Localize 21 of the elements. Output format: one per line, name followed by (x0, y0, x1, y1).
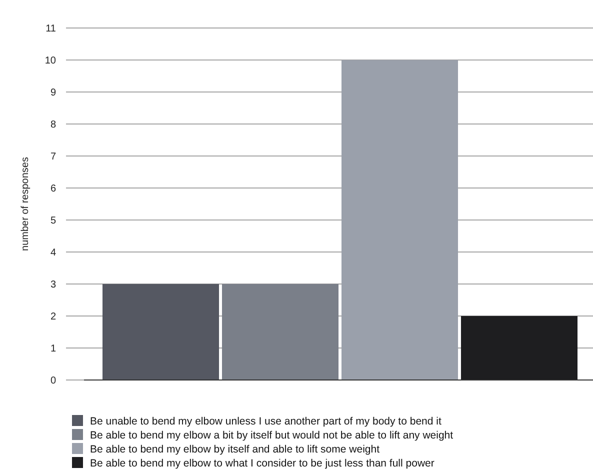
y-tick-label: 5 (50, 216, 56, 226)
y-tick-label: 2 (50, 312, 56, 322)
y-axis-title: number of responses (20, 157, 31, 251)
y-tick-label: 6 (50, 184, 56, 194)
y-tick-label: 1 (50, 344, 56, 354)
y-tick-label: 7 (50, 152, 56, 162)
y-tick-label: 0 (50, 376, 56, 386)
y-tick-label: 4 (50, 248, 56, 258)
bar (460, 316, 578, 380)
legend-label: Be able to bend my elbow by itself and able to lift some weight (90, 444, 380, 456)
legend-label: Be able to bend my elbow a bit by itself but would not be able to lift any weight (90, 430, 454, 442)
y-tick-label: 3 (50, 280, 56, 290)
y-tick-label: 10 (44, 56, 56, 66)
bar (222, 284, 339, 380)
y-tick-label: 11 (46, 24, 56, 34)
y-tick-label: 8 (50, 120, 56, 130)
y-tick-label: 9 (50, 88, 56, 98)
bar (341, 60, 458, 380)
legend-label: Be able to bend my elbow to what I consider to be just less than full power (90, 458, 435, 470)
bar (102, 284, 220, 380)
legend-label: Be unable to bend my elbow unless I use another part of my body to bend it (90, 416, 442, 428)
